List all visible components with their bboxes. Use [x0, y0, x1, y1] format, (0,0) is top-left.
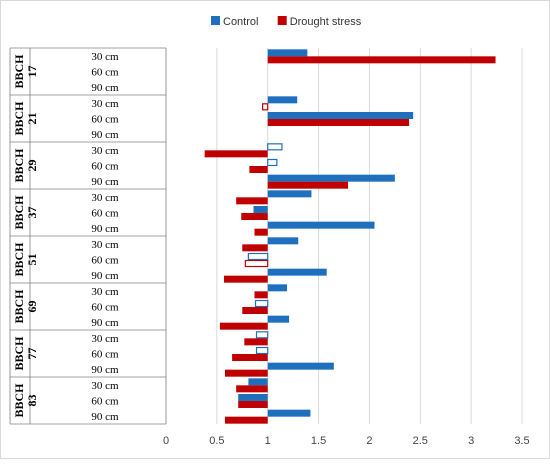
depth-label: 60 cm — [91, 161, 119, 173]
category-table — [9, 47, 167, 425]
depth-label: 60 cm — [91, 67, 119, 79]
drought-stress-bar — [249, 166, 268, 173]
x-tick-label: 0 — [163, 435, 169, 447]
depth-label: 90 cm — [91, 317, 119, 329]
stage-label: BBCH37 — [12, 195, 39, 230]
drought-stress-bar — [236, 385, 268, 393]
stage-label: BBCH83 — [12, 383, 39, 418]
control-bar — [267, 190, 312, 198]
drought-stress-bar — [242, 244, 268, 252]
depth-label: 90 cm — [91, 364, 119, 376]
depth-label: 30 cm — [91, 333, 119, 345]
depth-label: 30 cm — [91, 145, 119, 157]
drought-stress-bar — [219, 322, 268, 330]
drought-stress-bar — [267, 181, 349, 189]
depth-label: 90 cm — [91, 411, 119, 423]
depth-label: 60 cm — [91, 302, 119, 314]
depth-label: 90 cm — [91, 270, 119, 282]
control-bar — [267, 315, 290, 323]
control-bar — [267, 221, 375, 229]
control-bar — [255, 346, 269, 355]
drought-stress-bar — [232, 354, 268, 361]
drought-stress-bar — [244, 259, 269, 268]
stage-label: BBCH77 — [12, 336, 39, 371]
depth-label: 90 cm — [91, 223, 119, 235]
drought-stress-bar — [241, 213, 268, 220]
x-tick-label: 2.5 — [413, 435, 428, 447]
depth-label: 30 cm — [91, 192, 119, 204]
legend-swatch — [211, 16, 220, 25]
depth-label: 90 cm — [91, 129, 119, 141]
x-tick-label: 0.5 — [209, 435, 224, 447]
control-bar — [254, 299, 269, 308]
x-tick-label: 1 — [265, 435, 271, 447]
depth-label: 60 cm — [91, 396, 119, 408]
drought-stress-bar — [254, 291, 268, 299]
control-bar — [267, 158, 278, 167]
depth-label: 30 cm — [91, 286, 119, 298]
depth-label: 60 cm — [91, 255, 119, 267]
control-bar — [267, 284, 288, 292]
stage-label: BBCH29 — [12, 148, 39, 183]
drought-stress-bar — [262, 103, 269, 111]
drought-stress-bar — [244, 338, 268, 346]
x-tick-label: 3 — [468, 435, 474, 447]
drought-stress-bar — [242, 307, 268, 314]
x-tick-label: 1.5 — [311, 435, 326, 447]
stage-label: BBCH69 — [12, 289, 39, 324]
control-bar — [247, 252, 269, 261]
control-bar — [267, 362, 334, 370]
control-bar — [267, 174, 395, 182]
depth-label: 30 cm — [91, 239, 119, 251]
depth-label: 30 cm — [91, 98, 119, 110]
drought-stress-bar — [267, 56, 496, 64]
x-tick-label: 3.5 — [514, 435, 529, 447]
control-bar — [267, 96, 298, 104]
control-bar — [267, 143, 283, 151]
depth-label: 90 cm — [91, 82, 119, 94]
x-tick-label: 2 — [366, 435, 372, 447]
bars — [204, 49, 496, 424]
category-labels: BBCH17 30 cm 60 cm 90 cm BBCH21 30 cm 60 cm 90 … — [12, 51, 119, 423]
depth-label: 60 cm — [91, 208, 119, 220]
drought-stress-bar — [204, 150, 268, 158]
gridlines — [216, 48, 523, 424]
control-bar — [255, 331, 269, 339]
legend-label: Control — [223, 16, 258, 28]
stage-label: BBCH51 — [12, 242, 39, 277]
control-bar — [267, 237, 299, 245]
depth-label: 90 cm — [91, 176, 119, 188]
control-bar — [238, 394, 268, 401]
control-bar — [248, 378, 268, 386]
control-bar — [267, 112, 414, 119]
drought-stress-bar — [224, 369, 268, 377]
legend-swatch — [277, 16, 287, 25]
stage-label: BBCH17 — [12, 54, 39, 89]
x-axis-ticks: 0 0.5 1 1.5 2 2.5 3 3.5 — [163, 435, 530, 447]
stage-label: BBCH21 — [12, 101, 39, 136]
control-bar — [267, 409, 311, 417]
drought-stress-bar — [267, 119, 410, 126]
legend-label: Drought stress — [290, 16, 362, 28]
drought-stress-bar — [238, 401, 268, 408]
depth-label: 30 cm — [91, 51, 119, 63]
control-bar — [267, 49, 308, 57]
drought-stress-bar — [223, 275, 268, 283]
depth-label: 30 cm — [91, 380, 119, 392]
drought-stress-bar — [254, 228, 268, 236]
legend: Control Drought stress — [211, 16, 362, 28]
drought-stress-bar — [224, 416, 268, 424]
depth-label: 60 cm — [91, 114, 119, 126]
control-bar — [253, 206, 268, 213]
control-bar — [267, 268, 327, 276]
depth-label: 60 cm — [91, 349, 119, 361]
drought-stress-bar — [236, 197, 268, 205]
